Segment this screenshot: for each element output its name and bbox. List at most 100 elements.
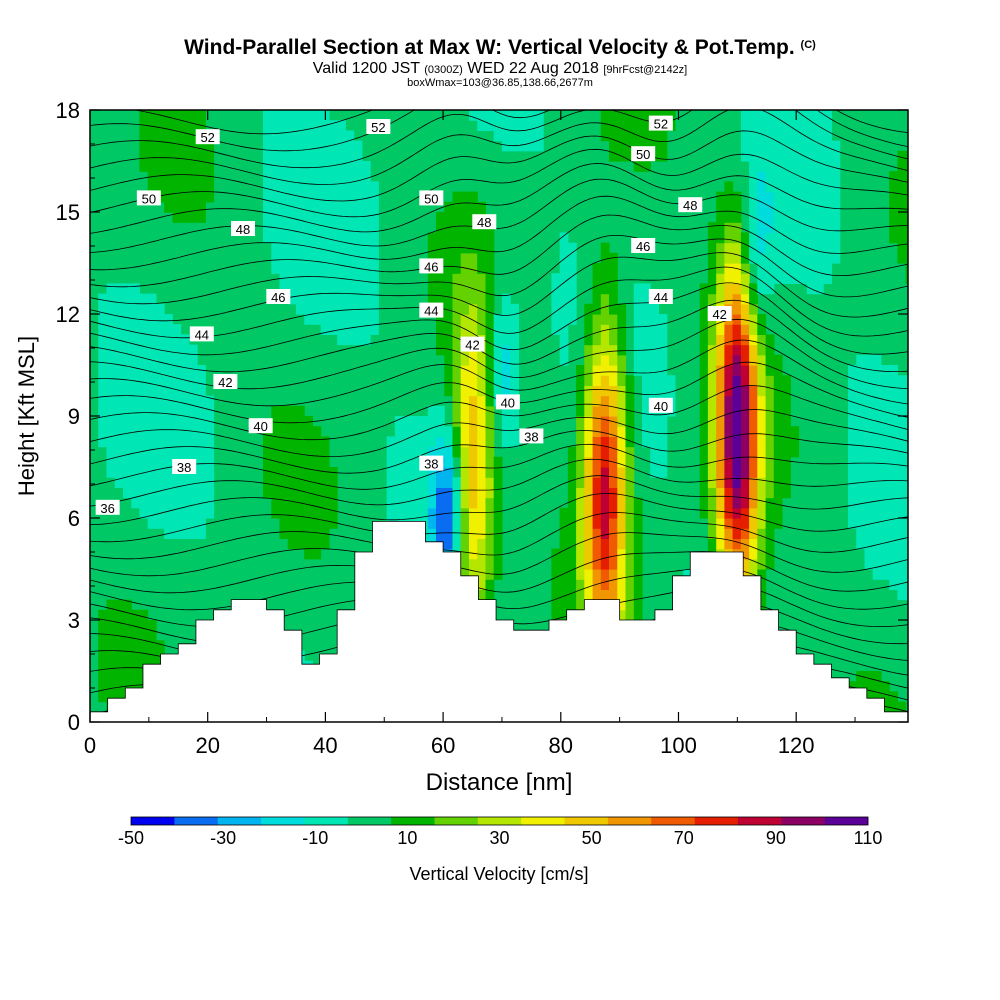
velocity-cell bbox=[452, 405, 462, 417]
isentrope-label: 40 bbox=[648, 397, 673, 414]
velocity-cell bbox=[139, 375, 149, 386]
velocity-cell bbox=[716, 273, 725, 284]
velocity-cell bbox=[600, 334, 610, 346]
velocity-cell bbox=[716, 405, 725, 417]
velocity-cell bbox=[757, 579, 767, 590]
velocity-cell bbox=[609, 375, 618, 386]
velocity-cell bbox=[131, 620, 140, 631]
velocity-cell bbox=[889, 375, 898, 386]
velocity-cell bbox=[328, 191, 338, 203]
velocity-cell bbox=[823, 263, 833, 274]
velocity-cell bbox=[139, 630, 149, 641]
velocity-cell bbox=[617, 334, 627, 346]
velocity-cell bbox=[370, 191, 379, 203]
velocity-cell bbox=[609, 314, 618, 325]
velocity-cell bbox=[559, 303, 569, 315]
velocity-cell bbox=[296, 507, 305, 519]
velocity-cell bbox=[312, 436, 322, 448]
velocity-cell bbox=[296, 426, 305, 437]
velocity-cell bbox=[815, 191, 824, 203]
velocity-cell bbox=[312, 497, 322, 509]
velocity-cell bbox=[773, 487, 783, 499]
velocity-cell bbox=[131, 436, 140, 448]
velocity-cell bbox=[551, 569, 561, 580]
velocity-cell bbox=[592, 314, 602, 325]
velocity-cell bbox=[757, 283, 767, 295]
velocity-cell bbox=[419, 436, 429, 448]
velocity-cell bbox=[188, 161, 198, 172]
velocity-cell bbox=[444, 303, 454, 315]
velocity-cell bbox=[271, 426, 281, 437]
velocity-cell bbox=[773, 497, 783, 509]
velocity-cell bbox=[263, 120, 272, 131]
velocity-cell bbox=[114, 660, 124, 672]
velocity-cell bbox=[905, 242, 908, 254]
velocity-cell bbox=[452, 201, 462, 213]
velocity-cell bbox=[427, 477, 437, 488]
velocity-cell bbox=[831, 171, 841, 182]
velocity-cell bbox=[650, 426, 659, 437]
velocity-cell bbox=[609, 283, 618, 295]
velocity-cell bbox=[740, 477, 750, 488]
velocity-cell bbox=[155, 375, 165, 386]
velocity-cell bbox=[897, 171, 907, 182]
velocity-cell bbox=[880, 446, 890, 458]
velocity-cell bbox=[880, 385, 890, 397]
velocity-cell bbox=[897, 548, 907, 560]
velocity-cell bbox=[337, 201, 346, 213]
velocity-cell bbox=[699, 446, 709, 458]
velocity-cell bbox=[584, 538, 594, 550]
velocity-cell bbox=[765, 467, 775, 478]
velocity-cell bbox=[765, 548, 775, 560]
velocity-cell bbox=[147, 375, 157, 386]
velocity-cell bbox=[304, 191, 313, 203]
velocity-cell bbox=[864, 354, 874, 366]
x-axis-label: Distance [nm] bbox=[426, 769, 573, 796]
colorbar-swatch bbox=[477, 817, 522, 825]
velocity-cell bbox=[740, 395, 750, 407]
velocity-cell bbox=[452, 212, 462, 223]
velocity-cell bbox=[782, 385, 791, 397]
velocity-cell bbox=[633, 579, 643, 590]
velocity-cell bbox=[848, 446, 857, 458]
velocity-cell bbox=[477, 477, 486, 488]
velocity-cell bbox=[287, 507, 297, 519]
velocity-cell bbox=[312, 212, 322, 223]
velocity-cell bbox=[485, 426, 495, 437]
velocity-cell bbox=[328, 201, 338, 213]
velocity-cell bbox=[559, 252, 569, 264]
velocity-cell bbox=[123, 436, 132, 448]
velocity-cell bbox=[790, 222, 800, 233]
velocity-cell bbox=[460, 385, 470, 397]
velocity-cell bbox=[197, 405, 206, 417]
velocity-cell bbox=[633, 314, 643, 325]
isentrope-label-box bbox=[419, 302, 444, 318]
velocity-cell bbox=[361, 334, 371, 346]
velocity-cell bbox=[815, 150, 824, 162]
velocity-cell bbox=[114, 354, 124, 366]
velocity-cell bbox=[749, 150, 758, 162]
velocity-cell bbox=[798, 181, 808, 193]
colorbar-tick-label: -10 bbox=[302, 828, 328, 848]
velocity-cell bbox=[749, 467, 758, 478]
colorbar-swatch bbox=[347, 817, 392, 825]
velocity-cell bbox=[485, 579, 495, 590]
velocity-cell bbox=[510, 334, 519, 346]
velocity-cell bbox=[831, 222, 841, 233]
velocity-cell bbox=[328, 130, 338, 142]
velocity-cell bbox=[271, 150, 281, 162]
velocity-cell bbox=[287, 263, 297, 274]
velocity-cell bbox=[477, 416, 486, 427]
velocity-cell bbox=[493, 344, 503, 356]
isentrope-label-box bbox=[366, 119, 391, 134]
velocity-cell bbox=[864, 405, 874, 417]
velocity-cell bbox=[707, 334, 717, 346]
velocity-cell bbox=[123, 599, 132, 611]
velocity-cell bbox=[279, 507, 289, 519]
velocity-cell bbox=[617, 385, 627, 397]
velocity-cell bbox=[740, 405, 750, 417]
velocity-cell bbox=[188, 446, 198, 458]
velocity-cell bbox=[592, 354, 602, 366]
velocity-cell bbox=[806, 130, 816, 142]
velocity-cell bbox=[724, 283, 734, 295]
